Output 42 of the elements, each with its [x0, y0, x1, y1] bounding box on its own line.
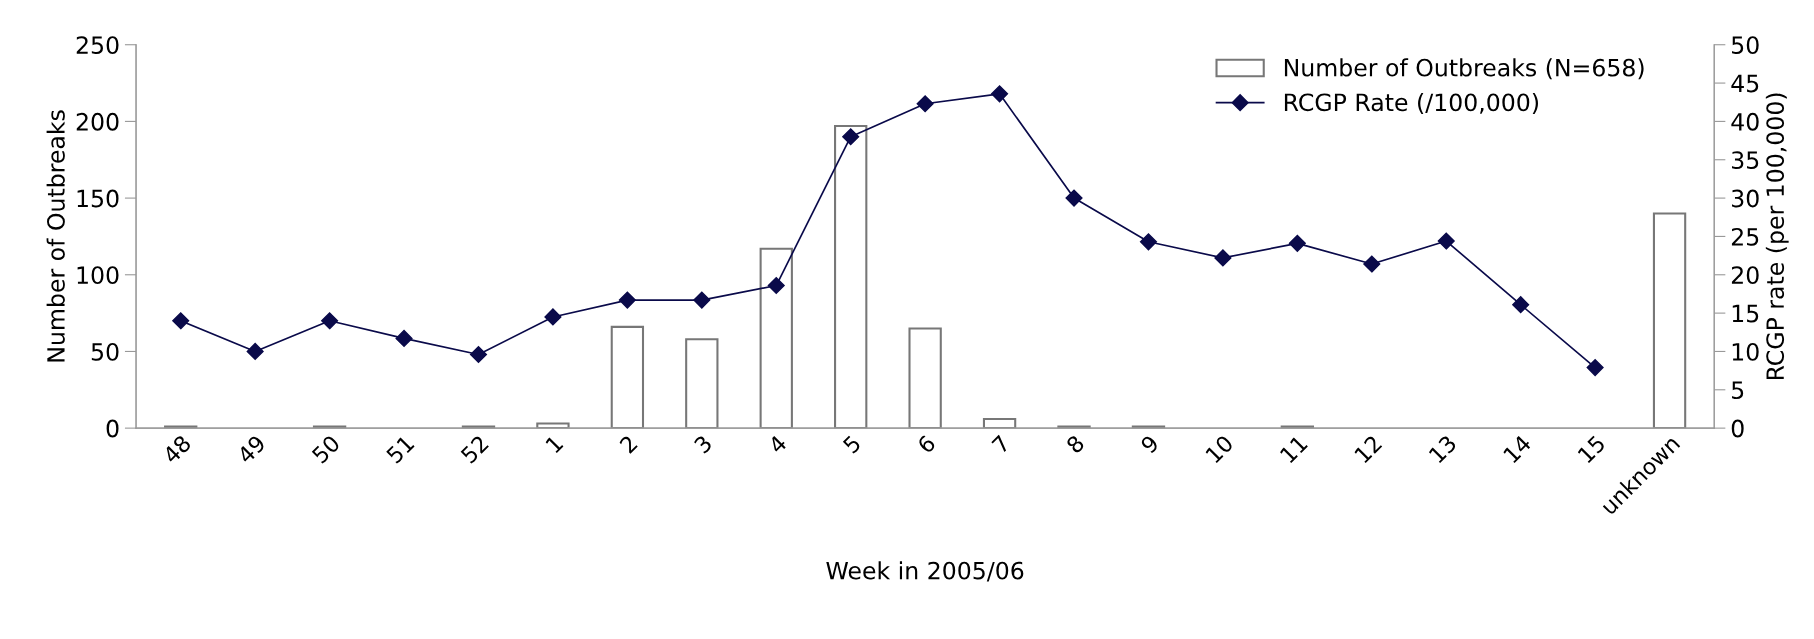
y-tick-label: 0	[106, 419, 119, 438]
x-tick-label: 5	[842, 434, 862, 454]
x-tick-label: 15	[1577, 434, 1606, 464]
y2-tick-label: 5	[1732, 381, 1744, 400]
y-tick-label: 100	[77, 266, 119, 285]
y-tick-label: 50	[91, 342, 119, 361]
x-tick-label: 3	[693, 434, 713, 454]
x-tick-label: 51	[385, 434, 415, 464]
x-tick-label: 13	[1428, 434, 1458, 464]
x-tick-label: 4	[767, 434, 788, 455]
x-tick-label: 9	[1139, 434, 1160, 455]
x-tick-label: 48	[161, 434, 192, 465]
x-tick-label: 14	[1502, 434, 1532, 464]
x-tick-label: 2	[618, 434, 638, 454]
legend-label: Number of Outbreaks (N=658)	[1284, 58, 1644, 80]
x-axis-title: Week in 2005/06	[826, 561, 1024, 582]
x-tick-label: 6	[916, 434, 937, 455]
y2-tick-label: 25	[1731, 227, 1759, 246]
x-tick-label: 8	[1065, 434, 1086, 455]
y2-tick-label: 45	[1731, 74, 1759, 93]
y2-axis-title: RCGP rate (per 100,000)	[1765, 93, 1789, 380]
y2-tick-label: 15	[1732, 304, 1759, 323]
x-tick-label: 1	[545, 434, 564, 454]
x-tick-label: 12	[1353, 434, 1383, 464]
y2-tick-label: 20	[1731, 266, 1759, 285]
y2-tick-label: 0	[1731, 419, 1744, 438]
y-tick-label: 150	[77, 189, 119, 208]
x-tick-label: 11	[1279, 434, 1308, 464]
y-tick-label: 250	[76, 36, 119, 55]
y2-tick-label: 50	[1732, 36, 1759, 55]
y-tick-label: 200	[76, 112, 119, 131]
legend-label: RCGP Rate (/100,000)	[1284, 92, 1538, 115]
x-tick-label: 10	[1204, 434, 1235, 464]
x-tick-label: 50	[311, 434, 341, 464]
y2-tick-label: 40	[1731, 112, 1759, 131]
x-tick-label: 52	[459, 434, 490, 464]
y2-tick-label: 35	[1732, 151, 1759, 170]
y2-tick-label: 30	[1732, 189, 1759, 208]
y2-tick-label: 10	[1732, 342, 1759, 361]
x-tick-label: 7	[991, 434, 1011, 454]
y-axis-title: Number of Outbreaks	[46, 110, 65, 362]
x-tick-label: 49	[236, 434, 267, 465]
